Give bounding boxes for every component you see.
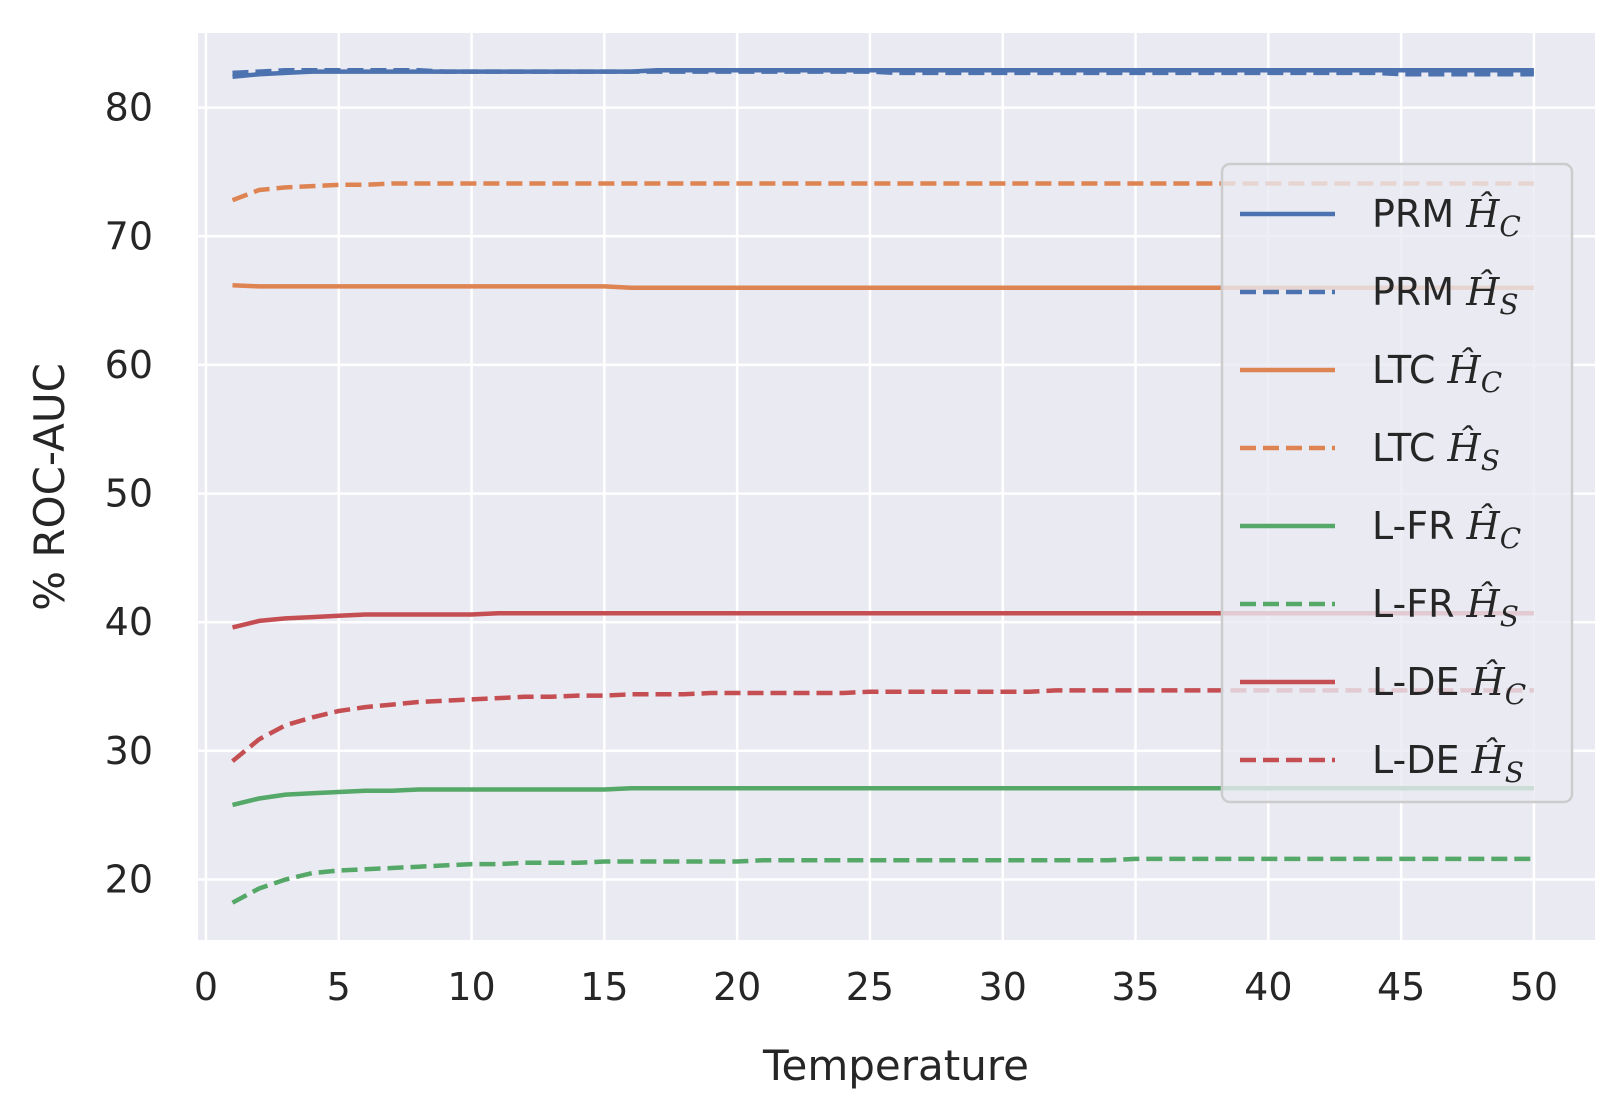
x-axis-label: Temperature: [762, 1041, 1029, 1090]
x-tick-label: 25: [846, 965, 894, 1009]
series-line-prm-s-dashed: [232, 68, 1534, 77]
x-tick-label: 5: [327, 965, 351, 1009]
legend-frame: [1220, 162, 1574, 804]
x-tick-label: 40: [1244, 965, 1292, 1009]
y-tick-label: 70: [105, 214, 153, 258]
x-tick-label: 45: [1377, 965, 1425, 1009]
legend-label: LTC ĤC: [1372, 348, 1502, 399]
legend-label: PRM ĤC: [1372, 192, 1521, 243]
x-tick-label: 20: [713, 965, 761, 1009]
tick-labels: 0 5 10 15 20 25 30 35 40 45 50 20 30 40 50 60 70 80: [105, 86, 1558, 1009]
legend: PRM ĤC PRM ĤS LTC ĤC LTC ĤS L-FR ĤC L-FR ĤS L-…: [1220, 162, 1574, 804]
x-tick-label: 15: [580, 965, 628, 1009]
y-tick-label: 20: [105, 858, 153, 902]
x-tick-label: 50: [1510, 965, 1558, 1009]
legend-label: L-FR ĤS: [1372, 582, 1519, 633]
y-axis-label: % ROC-AUC: [25, 363, 74, 611]
legend-label: L-FR ĤC: [1372, 504, 1521, 555]
legend-label: PRM ĤS: [1372, 270, 1519, 321]
series-line-l-de-s-dashed: [231, 688, 1534, 763]
x-tick-label: 35: [1111, 965, 1159, 1009]
legend-label: L-DE ĤC: [1372, 660, 1526, 711]
x-tick-label: 0: [194, 965, 218, 1009]
y-tick-label: 50: [105, 472, 153, 516]
y-tick-label: 40: [105, 600, 153, 644]
y-tick-label: 30: [105, 729, 153, 773]
series-line-l-fr-s-dashed: [231, 856, 1534, 905]
y-tick-label: 60: [105, 343, 153, 387]
x-tick-label: 30: [979, 965, 1027, 1009]
legend-label: LTC ĤS: [1372, 426, 1500, 477]
y-tick-label: 80: [105, 86, 153, 130]
x-tick-label: 10: [447, 965, 495, 1009]
legend-label: L-DE ĤS: [1372, 738, 1524, 789]
